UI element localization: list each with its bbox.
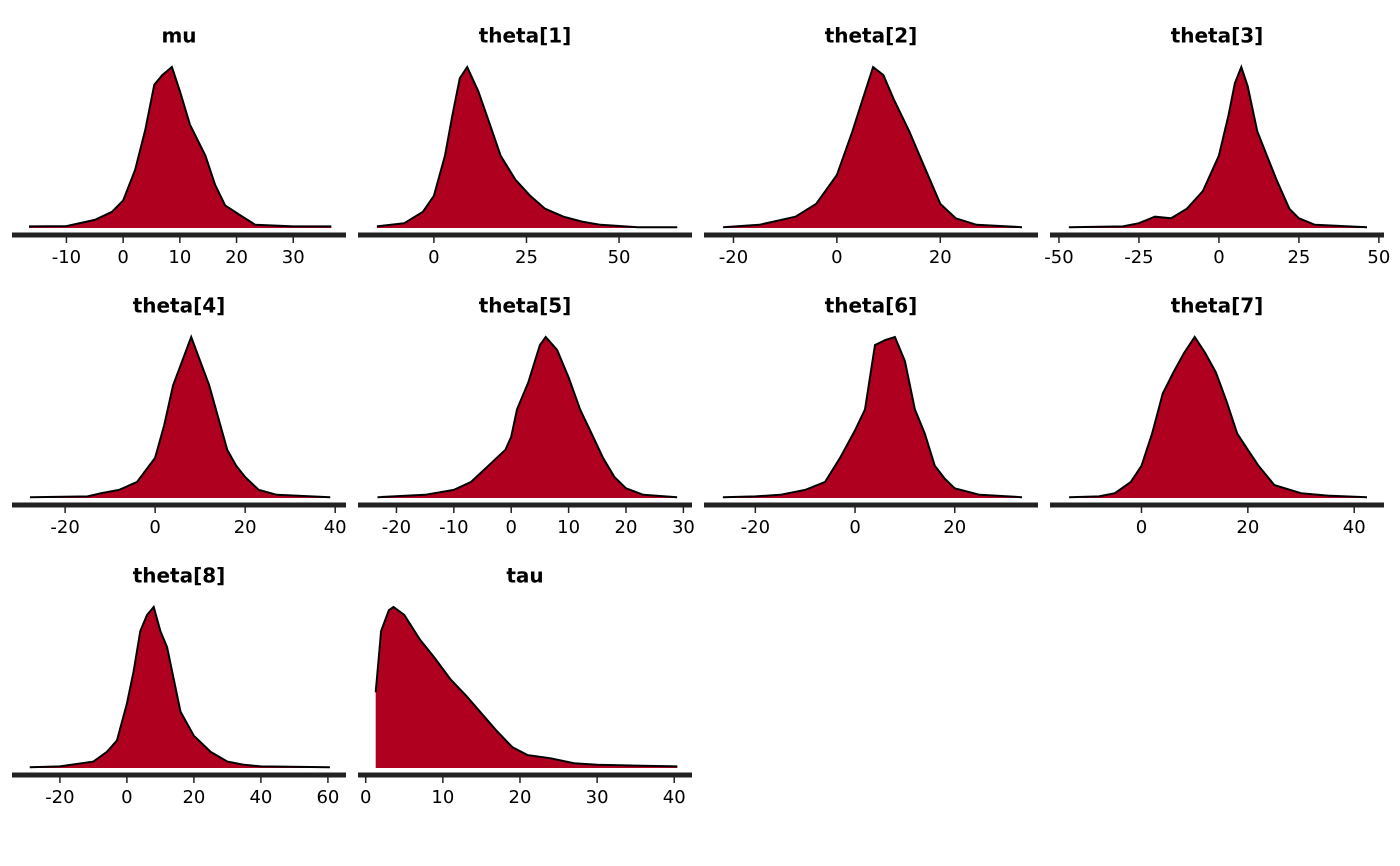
x-tick-label: -10 (439, 517, 468, 538)
x-tick-label: 20 (225, 247, 248, 268)
density-line (377, 335, 678, 499)
panel-title: theta[3] (1171, 24, 1264, 48)
x-tick-label: 20 (615, 517, 638, 538)
density-line (29, 334, 331, 499)
density-area (723, 67, 1022, 228)
density-area (1069, 337, 1367, 498)
x-tick-label: 20 (234, 517, 257, 538)
x-tick-label: 0 (121, 787, 132, 808)
x-tick-label: 40 (249, 787, 272, 808)
density-line (374, 605, 678, 768)
x-tick-label: -20 (719, 247, 748, 268)
density-line (1069, 335, 1368, 499)
x-tick-label: 50 (608, 247, 631, 268)
x-tick-label: 30 (282, 247, 305, 268)
x-tick-label: 0 (506, 517, 517, 538)
x-tick-label: 40 (324, 517, 347, 538)
density-area (1068, 67, 1367, 228)
x-tick-label: 30 (672, 517, 695, 538)
density-line (376, 64, 678, 229)
x-tick-label: 20 (929, 247, 952, 268)
x-tick-label: 10 (557, 517, 580, 538)
x-tick-label: 25 (515, 247, 538, 268)
x-tick-label: -20 (741, 517, 770, 538)
x-tick-label: -10 (52, 247, 81, 268)
density-area (376, 67, 678, 228)
density-line (29, 604, 330, 769)
x-tick-label: 10 (168, 247, 191, 268)
panel-title: tau (506, 564, 543, 588)
x-tick-label: 20 (509, 787, 532, 808)
panel-title: theta[7] (1171, 294, 1264, 318)
density-line (723, 65, 1023, 229)
panel-title: theta[4] (133, 294, 226, 318)
x-tick-label: 0 (1136, 517, 1147, 538)
panel-title: theta[6] (825, 294, 918, 318)
panel-title: theta[5] (479, 294, 572, 318)
x-tick-label: 0 (360, 787, 371, 808)
x-tick-label: 10 (431, 787, 454, 808)
density-area (30, 337, 331, 498)
x-tick-label: -50 (1044, 247, 1073, 268)
x-tick-label: 60 (316, 787, 339, 808)
density-area (377, 337, 678, 498)
density-area (375, 607, 678, 768)
density-line (722, 335, 1023, 499)
density-area (29, 607, 330, 768)
x-tick-label: 40 (663, 787, 686, 808)
density-line (1068, 64, 1368, 229)
x-tick-label: -20 (45, 787, 74, 808)
x-tick-label: -25 (1124, 247, 1153, 268)
density-area (29, 67, 332, 228)
density-area (722, 337, 1022, 498)
x-tick-label: 0 (149, 517, 160, 538)
x-tick-label: 50 (1367, 247, 1390, 268)
panel-title: mu (161, 24, 196, 48)
x-tick-label: 0 (117, 247, 128, 268)
panel-title: theta[8] (133, 564, 226, 588)
x-tick-label: 40 (1343, 517, 1366, 538)
x-tick-label: 30 (586, 787, 609, 808)
x-tick-label: 25 (1287, 247, 1310, 268)
x-tick-label: -20 (382, 517, 411, 538)
x-tick-label: 0 (849, 517, 860, 538)
density-line (28, 65, 332, 228)
panel-title: theta[1] (479, 24, 572, 48)
x-tick-label: 20 (182, 787, 205, 808)
x-tick-label: 20 (1236, 517, 1259, 538)
x-tick-label: -20 (50, 517, 79, 538)
x-tick-label: 0 (831, 247, 842, 268)
x-tick-label: 0 (1213, 247, 1224, 268)
panel-title: theta[2] (825, 24, 918, 48)
x-tick-label: 20 (943, 517, 966, 538)
x-tick-label: 0 (428, 247, 439, 268)
